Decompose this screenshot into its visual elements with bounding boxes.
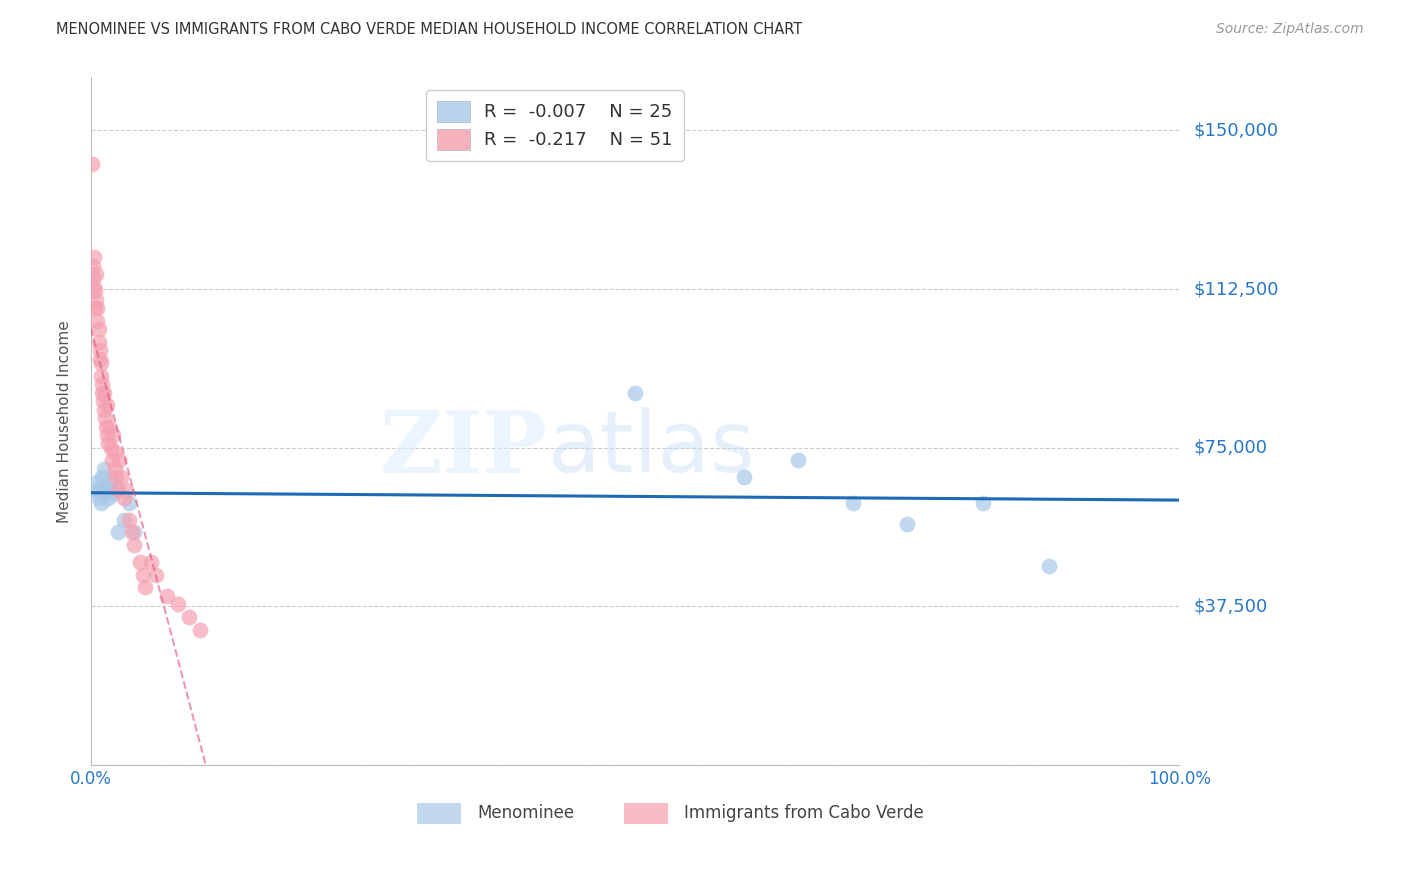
- Point: [110, 470, 132, 484]
- Point: [87, 334, 110, 349]
- Legend: R =  -0.007    N = 25, R =  -0.217    N = 51: R = -0.007 N = 25, R = -0.217 N = 51: [426, 90, 683, 161]
- Point: [82, 259, 104, 273]
- Point: [96, 483, 118, 497]
- Point: [167, 597, 190, 611]
- Point: [94, 411, 117, 425]
- Point: [103, 445, 125, 459]
- Point: [156, 589, 179, 603]
- Point: [91, 487, 114, 501]
- Point: [93, 402, 115, 417]
- Point: [114, 483, 136, 497]
- Point: [90, 470, 112, 484]
- Point: [733, 470, 755, 484]
- Text: $75,000: $75,000: [1194, 439, 1267, 457]
- Point: [104, 470, 127, 484]
- Point: [91, 394, 114, 409]
- Point: [139, 555, 162, 569]
- Point: [124, 525, 146, 540]
- Text: MENOMINEE VS IMMIGRANTS FROM CABO VERDE MEDIAN HOUSEHOLD INCOME CORRELATION CHAR: MENOMINEE VS IMMIGRANTS FROM CABO VERDE …: [56, 22, 803, 37]
- Point: [96, 419, 118, 434]
- Point: [89, 483, 111, 497]
- Point: [89, 351, 111, 366]
- Point: [132, 567, 155, 582]
- Point: [177, 610, 200, 624]
- FancyBboxPatch shape: [418, 803, 461, 823]
- Point: [841, 496, 863, 510]
- Point: [86, 267, 108, 281]
- Point: [129, 555, 152, 569]
- Text: Source: ZipAtlas.com: Source: ZipAtlas.com: [1216, 22, 1364, 37]
- Point: [90, 496, 112, 510]
- Point: [100, 475, 122, 489]
- Point: [108, 453, 131, 467]
- Point: [188, 623, 211, 637]
- Point: [118, 513, 141, 527]
- Point: [101, 428, 124, 442]
- Point: [83, 250, 105, 264]
- Point: [96, 428, 118, 442]
- Text: $37,500: $37,500: [1194, 598, 1267, 615]
- Point: [80, 157, 103, 171]
- Point: [100, 453, 122, 467]
- Point: [100, 441, 122, 455]
- Point: [134, 580, 156, 594]
- Point: [787, 453, 810, 467]
- Text: $112,500: $112,500: [1194, 280, 1278, 298]
- Text: atlas: atlas: [548, 408, 756, 491]
- Point: [96, 398, 118, 412]
- Point: [104, 462, 127, 476]
- Y-axis label: Median Household Income: Median Household Income: [58, 320, 72, 523]
- Point: [90, 368, 112, 383]
- Point: [83, 280, 105, 294]
- Point: [97, 491, 120, 506]
- Point: [82, 271, 104, 285]
- Point: [90, 377, 112, 392]
- Point: [84, 483, 107, 497]
- Point: [1038, 559, 1060, 574]
- Point: [896, 516, 918, 531]
- Point: [101, 487, 124, 501]
- Point: [87, 491, 110, 506]
- Point: [86, 314, 108, 328]
- Point: [86, 301, 108, 315]
- Point: [84, 301, 107, 315]
- Point: [89, 343, 111, 358]
- Point: [112, 491, 135, 506]
- Point: [118, 496, 141, 510]
- FancyBboxPatch shape: [624, 803, 668, 823]
- Text: ZIP: ZIP: [380, 407, 548, 491]
- Text: $150,000: $150,000: [1194, 121, 1278, 139]
- Text: Menominee: Menominee: [477, 805, 575, 822]
- Point: [97, 436, 120, 450]
- Point: [104, 483, 127, 497]
- Point: [90, 385, 112, 400]
- Point: [107, 483, 129, 497]
- Point: [112, 513, 135, 527]
- Point: [87, 322, 110, 336]
- Text: Immigrants from Cabo Verde: Immigrants from Cabo Verde: [683, 805, 924, 822]
- Point: [93, 462, 115, 476]
- Point: [86, 293, 108, 307]
- Point: [90, 356, 112, 370]
- Point: [94, 479, 117, 493]
- Point: [121, 525, 143, 540]
- Point: [624, 385, 647, 400]
- Point: [86, 475, 108, 489]
- Point: [107, 525, 129, 540]
- Point: [124, 538, 146, 552]
- Point: [972, 496, 994, 510]
- Point: [98, 419, 121, 434]
- Point: [93, 385, 115, 400]
- Point: [145, 567, 167, 582]
- Point: [84, 284, 107, 298]
